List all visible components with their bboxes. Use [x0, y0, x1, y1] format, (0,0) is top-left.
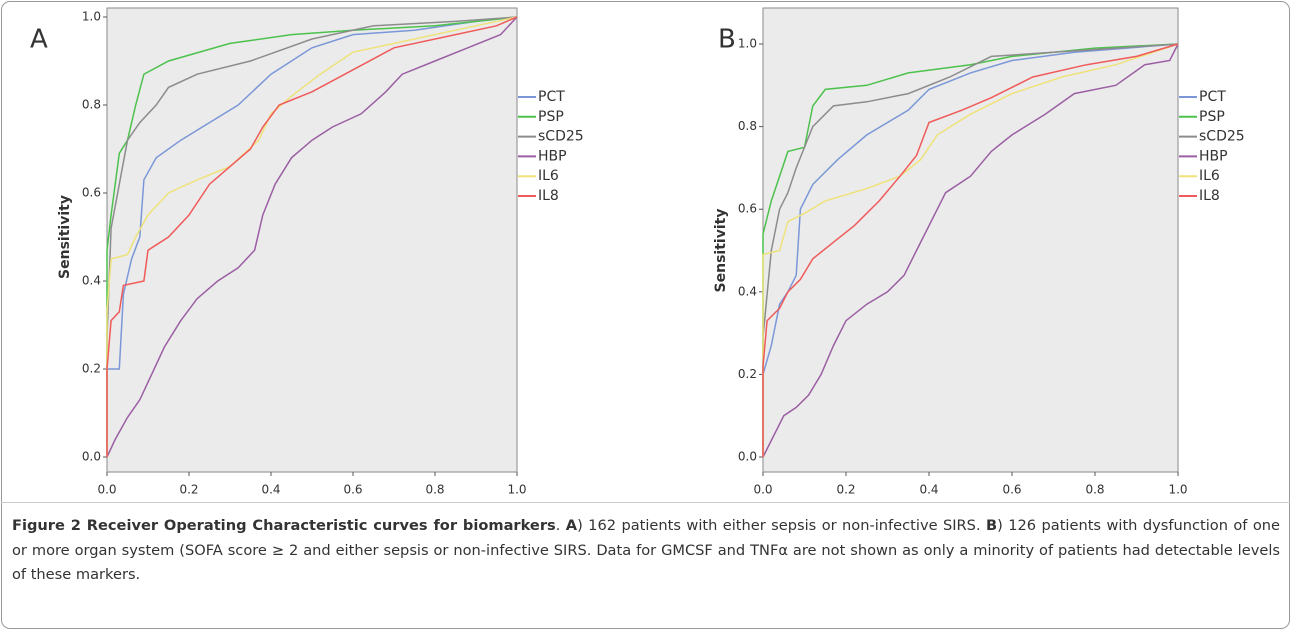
x-tick-label: 1.0	[507, 483, 526, 497]
legend-label: sCD25	[1199, 129, 1245, 145]
legend-label: IL6	[538, 168, 559, 184]
caption: Figure 2 Receiver Operating Characterist…	[12, 514, 1280, 588]
y-tick-label: 0.2	[82, 362, 101, 376]
caption-text: .	[555, 517, 566, 534]
roc-curve	[762, 43, 1179, 457]
legend-label: sCD25	[538, 129, 584, 145]
y-tick-label: 0.4	[738, 284, 757, 298]
legend-label: PCT	[538, 89, 565, 105]
roc-curve	[762, 43, 1179, 457]
legend-label: PCT	[1199, 89, 1226, 105]
roc-curve	[762, 43, 1179, 457]
roc-curve	[106, 16, 518, 457]
x-tick-label: 0.0	[97, 483, 116, 497]
x-tick-label: 0.6	[1002, 483, 1021, 497]
caption-text: ) 126 patients with dysfunction of one o…	[12, 517, 1280, 584]
x-tick-label: 0.0	[753, 483, 772, 497]
y-tick-label: 0.0	[738, 450, 757, 464]
y-tick-label: 0.4	[82, 274, 101, 288]
y-tick-label: 0.8	[738, 119, 757, 133]
roc-curve	[762, 43, 1179, 458]
roc-curve	[106, 16, 518, 457]
y-tick-label: 0.6	[738, 202, 757, 216]
caption-bold: Figure 2 Receiver Operating Characterist…	[12, 517, 556, 534]
y-tick-label: 0.6	[82, 186, 101, 200]
caption-bold: A	[565, 517, 578, 534]
x-tick-label: 0.8	[1085, 483, 1104, 497]
caption-bold: B	[986, 517, 998, 534]
legend-label: IL6	[1199, 168, 1220, 184]
roc-curve	[106, 16, 518, 457]
legend-label: HBP	[1199, 148, 1228, 164]
charts: 0.00.20.40.60.81.00.00.20.40.60.81.01 - …	[30, 7, 1245, 497]
x-tick-label: 0.4	[261, 483, 280, 497]
panel-label: B	[718, 25, 736, 55]
x-tick-label: 0.2	[836, 483, 855, 497]
y-tick-label: 0.0	[82, 450, 101, 464]
separator	[1, 502, 1290, 503]
x-tick-label: 0.4	[919, 483, 938, 497]
y-axis-title: Sensitivity	[713, 209, 729, 293]
x-tick-label: 0.2	[179, 483, 198, 497]
legend-label: PSP	[538, 109, 564, 125]
x-tick-label: 1.0	[1168, 483, 1187, 497]
legend-label: HBP	[538, 148, 567, 164]
roc-curve	[762, 43, 1179, 457]
y-tick-label: 1.0	[82, 10, 101, 24]
x-tick-label: 0.6	[343, 483, 362, 497]
caption-text: ) 162 patients with either sepsis or non…	[577, 517, 986, 534]
legend-label: PSP	[1199, 109, 1225, 125]
panel-label: A	[30, 25, 48, 55]
legend-label: IL8	[538, 188, 559, 204]
y-tick-label: 0.8	[82, 98, 101, 112]
x-tick-label: 0.8	[425, 483, 444, 497]
y-tick-label: 1.0	[738, 37, 757, 51]
y-axis-title: Sensitivity	[57, 195, 73, 279]
legend-label: IL8	[1199, 188, 1220, 204]
plot-area	[106, 7, 518, 473]
y-tick-label: 0.2	[738, 367, 757, 381]
roc-curve	[106, 16, 518, 458]
plot-area	[762, 7, 1179, 473]
roc-curve	[106, 16, 518, 457]
